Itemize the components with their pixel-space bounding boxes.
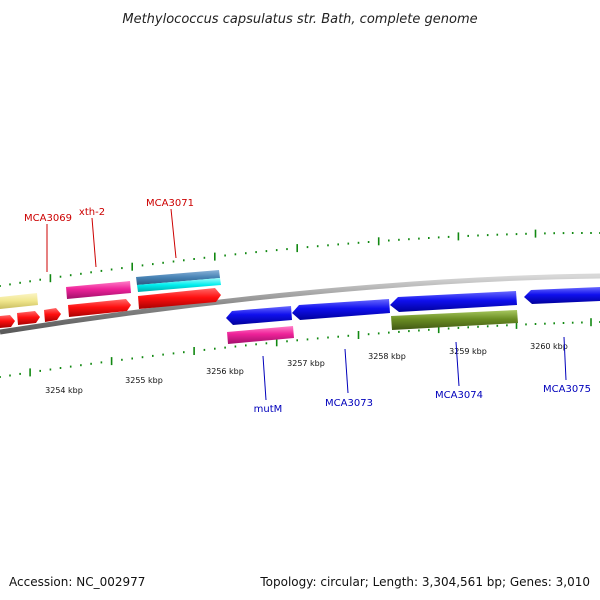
accession-text: Accession: NC_002977 (9, 575, 145, 589)
gene-arrow-blue-mca3074 (390, 291, 517, 312)
gene-arrow-red-2 (17, 311, 40, 325)
gene-arrow-blue-mca3075 (524, 287, 600, 304)
inner-tick-row (0, 318, 600, 378)
leader-line-xth-2 (91, 217, 97, 268)
genome-backbone (0, 273, 600, 335)
scale-label-3258: 3258 kbp (368, 352, 406, 361)
gene-arrow-blue-mca3073 (292, 299, 390, 320)
gene-feature-pink-mutm (227, 326, 294, 344)
scale-label-3255: 3255 kbp (125, 376, 163, 385)
scale-label-3254: 3254 kbp (45, 386, 83, 395)
gene-label-mca3075: MCA3075 (543, 384, 591, 395)
leader-line-mca3075 (563, 336, 567, 381)
gene-label-xth-2: xth-2 (79, 207, 105, 218)
gene-label-mca3074: MCA3074 (435, 390, 483, 401)
map-title: Methylococcus capsulatus str. Bath, comp… (122, 12, 477, 27)
gene-arrow-red-5 (138, 288, 221, 309)
gene-arrow-red-4 (68, 299, 131, 317)
leader-line-mca3074 (455, 341, 460, 387)
leader-line-mca3073 (344, 348, 349, 394)
gene-feature-cyan-mca3071 (137, 278, 221, 292)
scale-label-3257: 3257 kbp (287, 359, 325, 368)
gene-label-mca3073: MCA3073 (325, 398, 373, 409)
gene-label-mca3071: MCA3071 (146, 198, 194, 209)
gene-arrow-red-1 (0, 315, 15, 328)
gene-arrow-red-3 (44, 308, 61, 322)
scale-label-3260: 3260 kbp (530, 342, 568, 351)
leader-line-mutm (262, 355, 267, 401)
gene-arrow-blue-mutm (226, 306, 292, 325)
scale-label-3259: 3259 kbp (449, 347, 487, 356)
gene-feature-olive-mca3074 (391, 310, 518, 330)
scale-label-3256: 3256 kbp (206, 367, 244, 376)
outer-tick-row (0, 229, 600, 287)
gene-label-mutm: mutM (254, 404, 283, 415)
gene-feature-khaki (0, 293, 38, 309)
leader-line-mca3071 (170, 208, 177, 259)
genome-summary-text: Topology: circular; Length: 3,304,561 bp… (259, 575, 590, 589)
gene-feature-steel-mca3071 (136, 270, 220, 285)
gene-label-mca3069: MCA3069 (24, 213, 72, 224)
gene-feature-pink-xth-2 (66, 281, 131, 299)
